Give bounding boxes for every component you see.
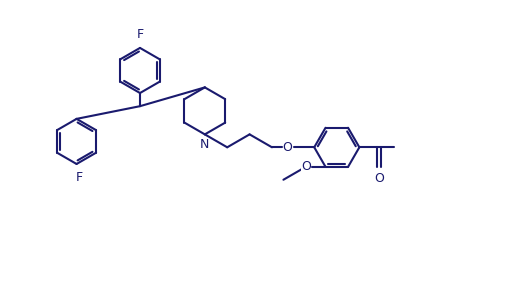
Text: F: F [76, 171, 83, 184]
Text: O: O [301, 160, 311, 173]
Text: O: O [375, 172, 384, 185]
Text: F: F [136, 28, 143, 41]
Text: N: N [200, 138, 209, 151]
Text: O: O [282, 141, 293, 154]
